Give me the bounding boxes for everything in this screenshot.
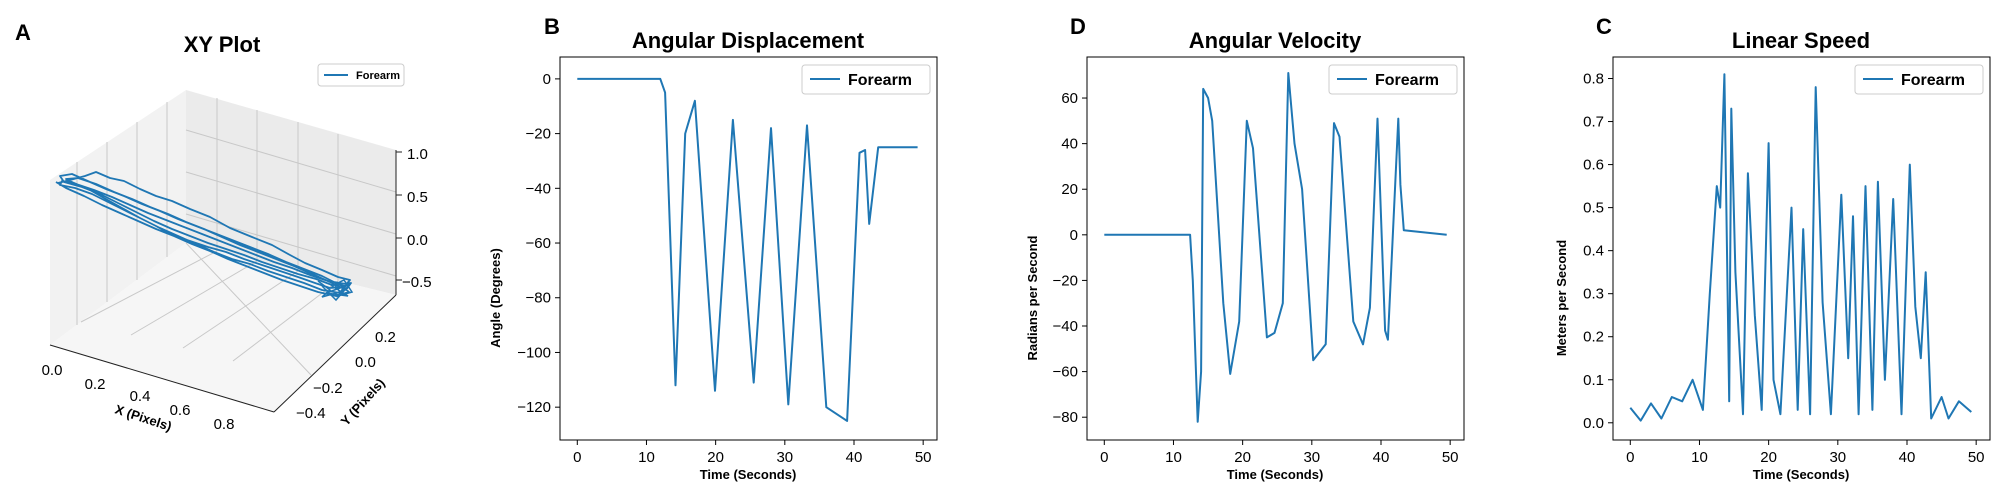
x-tick-label: 50 bbox=[1968, 449, 1985, 466]
panel-d-ticks: 0 10 20 30 40 50 60 40 20 0 −20 −40 −60 −80 bbox=[1053, 90, 1459, 466]
panel-b-title: Angular Displacement bbox=[632, 28, 865, 53]
panel-a: A XY Plot bbox=[15, 20, 432, 434]
panel-a-ytick-label: −0.2 bbox=[313, 380, 343, 397]
x-tick-label: 10 bbox=[1165, 449, 1182, 466]
y-tick-label: −60 bbox=[526, 235, 551, 252]
y-tick-label: 0.2 bbox=[1583, 329, 1604, 346]
panel-b: B Angular Displacement Angle (Degrees) T… bbox=[488, 14, 938, 482]
panel-letter-b: B bbox=[544, 14, 560, 39]
x-tick-label: 10 bbox=[1691, 449, 1708, 466]
y-tick-label: 0.1 bbox=[1583, 372, 1604, 389]
y-tick-label: 40 bbox=[1061, 136, 1078, 153]
y-tick-label: 0.5 bbox=[1583, 200, 1604, 217]
x-tick-label: 50 bbox=[1442, 449, 1459, 466]
panel-letter-a: A bbox=[15, 20, 31, 45]
panel-b-legend: Forearm bbox=[801, 64, 931, 95]
panel-a-ytick-label: 0.0 bbox=[355, 354, 376, 371]
panel-a-ylabel: Y (Pixels) bbox=[338, 375, 388, 428]
panel-a-ztick-label: −0.5 bbox=[402, 274, 432, 291]
x-tick-label: 40 bbox=[1373, 449, 1390, 466]
y-tick-label: 0 bbox=[1070, 227, 1078, 244]
panel-b-legend-label: Forearm bbox=[848, 72, 912, 89]
x-tick-label: 40 bbox=[846, 449, 863, 466]
panel-a-axis-lines bbox=[49, 150, 397, 413]
panel-c: C Linear Speed Meters per Second Time (S… bbox=[1554, 14, 1991, 482]
x-tick-label: 0 bbox=[1626, 449, 1634, 466]
panel-d-ylabel: Radians per Second bbox=[1025, 235, 1040, 360]
panel-a-forearm-trace bbox=[55, 171, 352, 297]
y-tick-label: −20 bbox=[1053, 272, 1078, 289]
y-tick-label: −40 bbox=[526, 180, 551, 197]
y-tick-label: −60 bbox=[1053, 364, 1078, 381]
y-tick-label: −80 bbox=[526, 290, 551, 307]
panel-a-legend: Forearm bbox=[317, 63, 405, 87]
panel-a-ztick-label: 1.0 bbox=[407, 146, 428, 163]
panel-letter-c: C bbox=[1596, 14, 1612, 39]
panel-a-z-ticks: 1.0 0.5 0.0 −0.5 bbox=[396, 146, 432, 291]
panel-a-ytick-label: 0.2 bbox=[375, 329, 396, 346]
panel-a-ztick-label: 0.0 bbox=[407, 232, 428, 249]
panel-a-xtick-label: 0.8 bbox=[214, 416, 235, 433]
x-tick-label: 40 bbox=[1899, 449, 1916, 466]
y-tick-label: 0 bbox=[543, 71, 551, 88]
panel-a-xtick-label: 0.4 bbox=[130, 388, 151, 405]
panel-a-ztick-label: 0.5 bbox=[407, 189, 428, 206]
x-tick-label: 20 bbox=[707, 449, 724, 466]
panel-d-xlabel: Time (Seconds) bbox=[1227, 467, 1324, 482]
panel-a-trace-end-cluster bbox=[317, 279, 354, 302]
y-tick-label: 0.4 bbox=[1583, 243, 1604, 260]
panel-a-xtick-label: 0.6 bbox=[170, 402, 191, 419]
panel-c-xlabel: Time (Seconds) bbox=[1753, 467, 1850, 482]
y-tick-label: 0.7 bbox=[1583, 114, 1604, 131]
panel-b-ticks: 0 10 20 30 40 50 0 −20 −40 −60 −80 −100 −120 bbox=[517, 71, 931, 466]
y-tick-label: −20 bbox=[526, 126, 551, 143]
y-tick-label: 60 bbox=[1061, 90, 1078, 107]
x-tick-label: 50 bbox=[915, 449, 932, 466]
panel-a-legend-label: Forearm bbox=[356, 70, 400, 82]
panel-c-legend: Forearm bbox=[1854, 64, 1984, 95]
panel-c-title: Linear Speed bbox=[1732, 28, 1870, 53]
y-tick-label: −120 bbox=[517, 399, 551, 416]
panel-a-xlabel: X (Pixels) bbox=[113, 402, 173, 434]
panel-d-forearm-line bbox=[1104, 72, 1447, 423]
panel-d: D Angular Velocity Radians per Second Ti… bbox=[1025, 14, 1465, 482]
panel-a-xtick-label: 0.2 bbox=[85, 376, 106, 393]
y-tick-label: −100 bbox=[517, 344, 551, 361]
y-tick-label: 0.6 bbox=[1583, 157, 1604, 174]
panel-d-legend: Forearm bbox=[1328, 64, 1458, 95]
y-tick-label: 0.3 bbox=[1583, 286, 1604, 303]
panel-a-title: XY Plot bbox=[184, 32, 261, 57]
panel-a-xtick-label: 0.0 bbox=[42, 362, 63, 379]
x-tick-label: 0 bbox=[1100, 449, 1108, 466]
panel-b-xlabel: Time (Seconds) bbox=[700, 467, 797, 482]
panel-b-forearm-line bbox=[577, 77, 918, 422]
x-tick-label: 10 bbox=[638, 449, 655, 466]
panel-c-legend-label: Forearm bbox=[1901, 72, 1965, 89]
panel-b-ylabel: Angle (Degrees) bbox=[488, 248, 503, 348]
x-tick-label: 30 bbox=[1829, 449, 1846, 466]
panel-c-ylabel: Meters per Second bbox=[1554, 240, 1569, 356]
x-tick-label: 0 bbox=[573, 449, 581, 466]
y-tick-label: −40 bbox=[1053, 318, 1078, 335]
panel-b-plot-frame bbox=[559, 56, 938, 441]
x-tick-label: 30 bbox=[776, 449, 793, 466]
panel-d-plot-frame bbox=[1086, 56, 1465, 441]
y-tick-label: 0.0 bbox=[1583, 415, 1604, 432]
y-tick-label: −80 bbox=[1053, 409, 1078, 426]
panel-c-forearm-line bbox=[1629, 73, 1972, 422]
x-tick-label: 20 bbox=[1760, 449, 1777, 466]
y-tick-label: 0.8 bbox=[1583, 71, 1604, 88]
panel-c-plot-frame bbox=[1612, 56, 1991, 441]
panel-letter-d: D bbox=[1070, 14, 1086, 39]
panel-a-ytick-label: −0.4 bbox=[296, 405, 326, 422]
panel-c-ticks: 0 10 20 30 40 50 0.8 0.7 0.6 0.5 0.4 0.3 0.2 0.1 0.0 bbox=[1583, 71, 1984, 466]
panel-d-legend-label: Forearm bbox=[1375, 72, 1439, 89]
x-tick-label: 20 bbox=[1234, 449, 1251, 466]
x-tick-label: 30 bbox=[1303, 449, 1320, 466]
panel-a-side-pane bbox=[50, 90, 186, 345]
panel-d-title: Angular Velocity bbox=[1189, 28, 1362, 53]
y-tick-label: 20 bbox=[1061, 181, 1078, 198]
